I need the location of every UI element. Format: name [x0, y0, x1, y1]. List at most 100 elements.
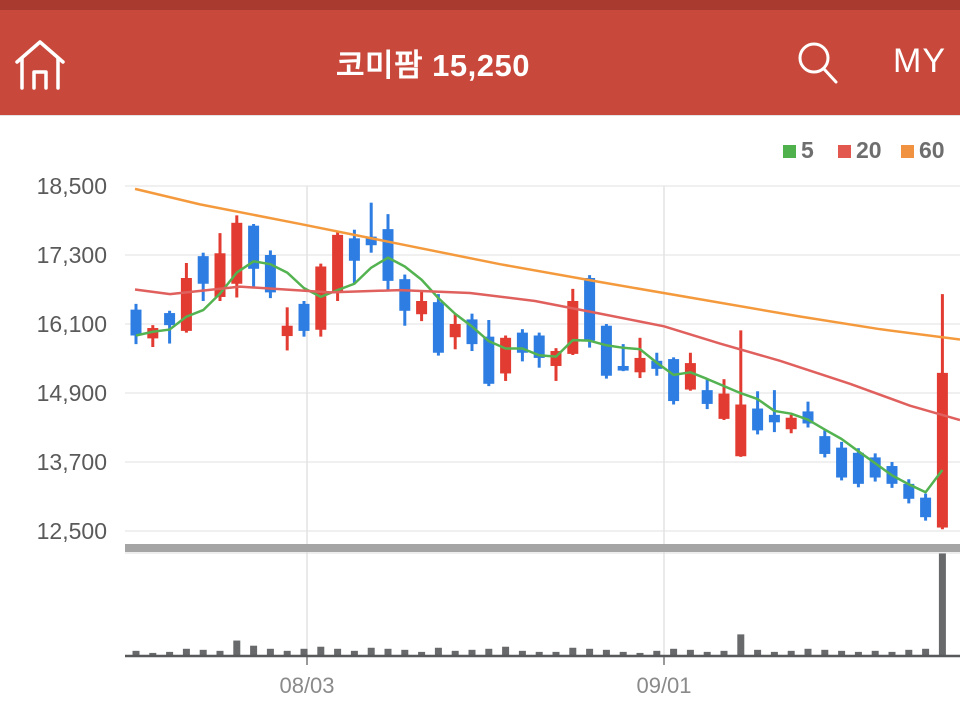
- volume-bar: [367, 647, 375, 656]
- volume-bar: [334, 648, 342, 656]
- volume-bar: [653, 650, 661, 656]
- x-axis-label: 08/03: [279, 673, 334, 698]
- volume-bar: [451, 650, 459, 656]
- candle-up: [735, 404, 747, 457]
- volume-bar: [770, 651, 778, 656]
- volume-bar: [199, 649, 207, 656]
- volume-bar: [804, 648, 812, 656]
- volume-bar: [720, 650, 728, 656]
- candle-up: [214, 253, 226, 297]
- volume-bar: [670, 648, 678, 656]
- candle-down: [651, 360, 663, 369]
- volume-bar: [602, 649, 610, 656]
- volume-bar: [905, 649, 913, 656]
- volume-bar: [250, 645, 258, 656]
- volume-bar: [350, 650, 358, 656]
- search-button[interactable]: [794, 38, 842, 90]
- volume-bar: [485, 648, 493, 656]
- volume-bar: [586, 648, 594, 656]
- candle-down: [701, 390, 713, 404]
- candle-up: [936, 372, 948, 528]
- candle-down: [533, 335, 545, 358]
- y-axis-label: 16,100: [37, 311, 107, 337]
- legend-swatch-ma60[interactable]: [901, 145, 914, 158]
- candle-up: [718, 393, 730, 419]
- candle-down: [768, 414, 780, 423]
- candle-down: [382, 229, 394, 281]
- volume-bar: [922, 648, 930, 656]
- volume-bar: [418, 651, 426, 656]
- y-axis-label: 13,700: [37, 449, 107, 475]
- y-axis-label: 18,500: [37, 173, 107, 199]
- volume-bar: [317, 646, 325, 656]
- volume-bar: [552, 651, 560, 656]
- my-menu-button[interactable]: MY: [893, 42, 946, 80]
- volume-bar: [149, 652, 157, 656]
- candle-down: [869, 457, 881, 478]
- candle-up: [147, 328, 159, 339]
- home-button[interactable]: [12, 32, 68, 94]
- search-icon: [798, 42, 838, 84]
- candle-down: [836, 447, 848, 478]
- candle-down: [752, 408, 764, 431]
- volume-bar: [216, 650, 224, 656]
- header-divider: [0, 115, 960, 116]
- candle-up: [550, 351, 562, 366]
- price-volume-chart: 18,500 17,300 16,100 14,900 13,700 12,500 08/0…: [37, 137, 960, 698]
- legend-label-ma20[interactable]: 20: [856, 137, 882, 163]
- candle-up: [567, 301, 579, 354]
- candle-up: [332, 234, 344, 293]
- volume-bar: [871, 650, 879, 656]
- candle-down: [348, 238, 360, 261]
- ma5-line: [135, 256, 944, 494]
- candle-down: [466, 319, 478, 345]
- candle-down: [264, 255, 276, 293]
- legend-swatch-ma20[interactable]: [838, 145, 851, 158]
- y-axis-label: 14,900: [37, 380, 107, 406]
- candle-down: [197, 256, 209, 284]
- candle-up: [785, 417, 797, 430]
- ma60-line: [134, 187, 960, 341]
- app-header: 코미팜 15,250 MY: [0, 0, 960, 115]
- volume-bar: [854, 651, 862, 656]
- volume-bar: [754, 649, 762, 656]
- volume-bar: [569, 647, 577, 656]
- status-bar-strip: [0, 0, 960, 10]
- volume-bar: [166, 651, 174, 656]
- candle-up: [634, 357, 646, 373]
- candle-up: [281, 325, 293, 337]
- candle-down: [298, 303, 310, 331]
- volume-bar: [619, 651, 627, 656]
- candle-down: [483, 336, 495, 384]
- y-axis-label: 17,300: [37, 242, 107, 268]
- volume-bar: [434, 647, 442, 656]
- candle-down: [903, 483, 915, 499]
- x-axis-label: 09/01: [636, 673, 691, 698]
- candle-up: [416, 301, 428, 315]
- volume-bar: [703, 651, 711, 656]
- home-icon: [15, 40, 65, 90]
- candle-down: [802, 411, 814, 424]
- legend-label-ma5[interactable]: 5: [801, 137, 814, 163]
- candle-up: [180, 278, 192, 331]
- candle-down: [130, 309, 142, 336]
- volume-bar: [502, 646, 510, 656]
- candle-up: [231, 222, 243, 284]
- candle-down: [432, 302, 444, 353]
- stock-title: 코미팜 15,250: [336, 48, 530, 83]
- candle-down: [399, 279, 411, 311]
- volume-bar: [686, 649, 694, 656]
- legend-label-ma60[interactable]: 60: [919, 137, 945, 163]
- volume-bar: [636, 652, 644, 656]
- candle-up: [315, 266, 327, 330]
- y-axis-label: 12,500: [37, 518, 107, 544]
- candle-down: [819, 436, 831, 454]
- chart-canvas[interactable]: 18,500 17,300 16,100 14,900 13,700 12,500 08/0…: [0, 116, 960, 717]
- legend-swatch-ma5[interactable]: [783, 145, 796, 158]
- candle-up: [684, 363, 696, 390]
- volume-bar: [838, 650, 846, 656]
- volume-bar: [787, 650, 795, 656]
- volume-bar: [233, 640, 241, 656]
- volume-bar: [384, 648, 392, 656]
